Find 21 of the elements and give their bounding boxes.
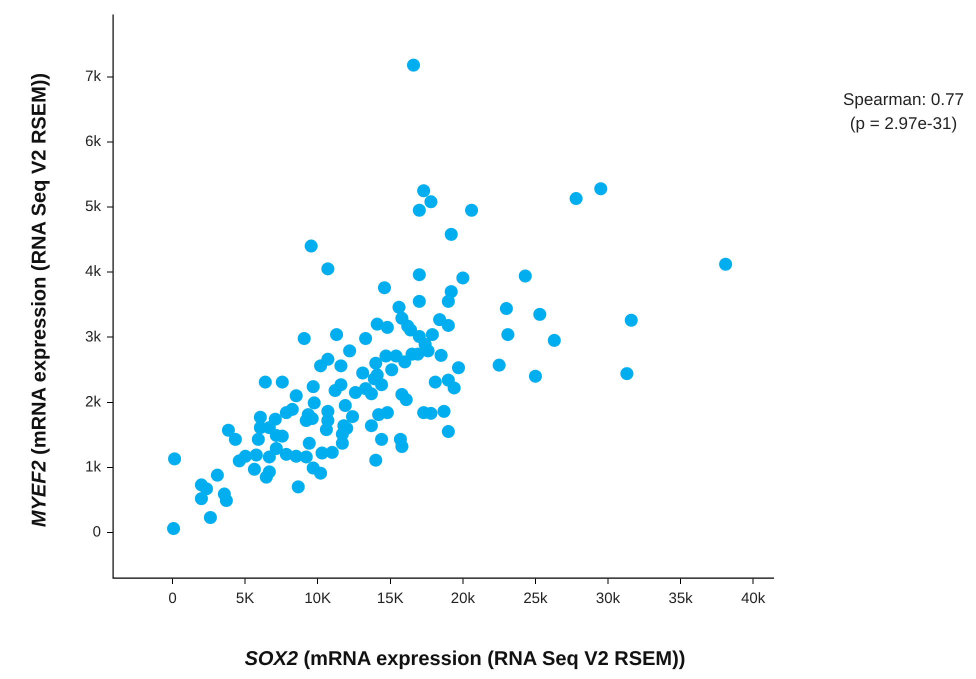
y-tick-label: 5k xyxy=(85,198,102,216)
x-tick-label: 5K xyxy=(236,590,254,608)
y-tick-label: 4k xyxy=(85,263,102,280)
x-tick-label: 40k xyxy=(741,590,766,608)
x-tick-label: 15K xyxy=(376,590,404,608)
text: Spearman: 0.77 xyxy=(843,89,964,111)
x-tick-label: 30k xyxy=(596,590,621,608)
x-tick-label: 25k xyxy=(523,590,548,608)
x-axis-title: SOX2 (mRNA expression (RNA Seq V2 RSEM)) xyxy=(244,648,686,670)
text: (p = 2.97e-31) xyxy=(848,113,958,135)
x-tick-label: 35k xyxy=(668,590,694,608)
y-tick-label: 0 xyxy=(92,524,101,541)
y-tick-label: 2k xyxy=(85,393,102,410)
y-tick-label: 7k xyxy=(85,68,102,85)
x-tick-label: 20k xyxy=(450,590,476,608)
y-tick-label: 6k xyxy=(85,133,102,150)
y-axis-title: MYEF2 (mRNA expression (RNA Seq V2 RSEM)) xyxy=(28,72,50,528)
x-tick-label: 0 xyxy=(168,590,177,608)
y-tick-label: 1k xyxy=(85,458,102,476)
x-tick-label: 10K xyxy=(304,590,332,608)
y-tick-label: 3k xyxy=(85,328,102,346)
